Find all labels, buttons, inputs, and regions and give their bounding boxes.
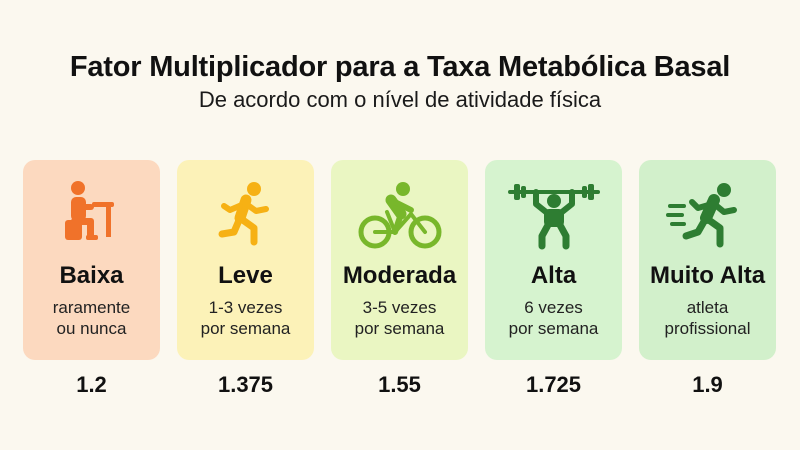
activity-level-name: Alta	[530, 262, 577, 289]
activity-level-name: Muito Alta	[649, 262, 766, 289]
factor-value-leve: 1.375	[217, 372, 274, 397]
factor-value-baixa: 1.2	[76, 372, 107, 397]
factor-value-muito-alta: 1.9	[692, 372, 723, 397]
activity-level-cards: Baixa raramente ou nunca Leve 1-3 vezes …	[23, 160, 778, 360]
factor-value-alta: 1.725	[525, 372, 582, 397]
walking-person-icon	[177, 180, 314, 252]
description-line: 6 vezes	[524, 298, 583, 317]
description-line: por semana	[354, 319, 445, 338]
activity-card-moderada: Moderada 3-5 vezes por semana	[331, 160, 468, 360]
weightlifter-icon	[485, 180, 622, 252]
description-line: profissional	[664, 319, 751, 338]
description-line: por semana	[508, 319, 599, 338]
description-line: atleta	[686, 298, 729, 317]
description-line: ou nunca	[56, 319, 127, 338]
activity-card-muito-alta: Muito Alta atleta profissional	[639, 160, 776, 360]
activity-level-description: atleta profissional	[639, 297, 776, 339]
cyclist-icon	[331, 180, 468, 252]
activity-level-description: 3-5 vezes por semana	[331, 297, 468, 339]
activity-level-description: 6 vezes por semana	[485, 297, 622, 339]
header: Fator Multiplicador para a Taxa Metabóli…	[0, 0, 800, 114]
page-title: Fator Multiplicador para a Taxa Metabóli…	[69, 51, 731, 83]
description-line: 3-5 vezes	[362, 298, 437, 317]
activity-card-baixa: Baixa raramente ou nunca	[23, 160, 160, 360]
description-line: 1-3 vezes	[208, 298, 283, 317]
activity-level-name: Moderada	[342, 262, 457, 289]
page-subtitle: De acordo com o nível de atividade físic…	[198, 87, 602, 112]
activity-card-leve: Leve 1-3 vezes por semana	[177, 160, 314, 360]
description-line: raramente	[52, 298, 131, 317]
running-athlete-icon	[639, 180, 776, 252]
multiplier-factors: 1.2 1.375 1.55 1.725 1.9	[23, 372, 778, 406]
factor-value-moderada: 1.55	[378, 372, 421, 397]
activity-card-alta: Alta 6 vezes por semana	[485, 160, 622, 360]
description-line: por semana	[200, 319, 291, 338]
activity-level-name: Baixa	[59, 262, 124, 289]
activity-level-description: 1-3 vezes por semana	[177, 297, 314, 339]
activity-level-description: raramente ou nunca	[23, 297, 160, 339]
activity-level-name: Leve	[218, 262, 273, 289]
sitting-person-icon	[23, 180, 160, 252]
